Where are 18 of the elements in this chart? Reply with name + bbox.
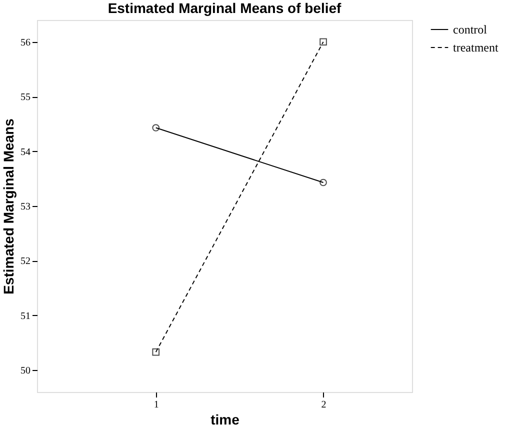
y-axis-title: Estimated Marginal Means	[0, 118, 16, 294]
x-tick-label: 2	[321, 400, 326, 410]
y-tick-label: 54	[20, 146, 30, 158]
x-tick-label: 1	[154, 400, 159, 410]
x-axis-title: time	[210, 412, 240, 428]
legend-label: control	[453, 22, 488, 36]
y-tick-label: 53	[20, 202, 30, 212]
y-tick-label: 55	[20, 92, 30, 104]
point	[152, 348, 160, 356]
y-tick-label: 52	[20, 256, 30, 268]
chart-title: Estimated Marginal Means of belief	[108, 0, 342, 16]
legend-label: treatment	[453, 40, 499, 54]
y-tick-label: 50	[20, 366, 30, 377]
y-tick-label: 51	[20, 310, 30, 322]
point	[152, 124, 160, 132]
y-tick-label: 56	[20, 37, 30, 48]
point	[320, 178, 327, 186]
point	[320, 38, 327, 46]
